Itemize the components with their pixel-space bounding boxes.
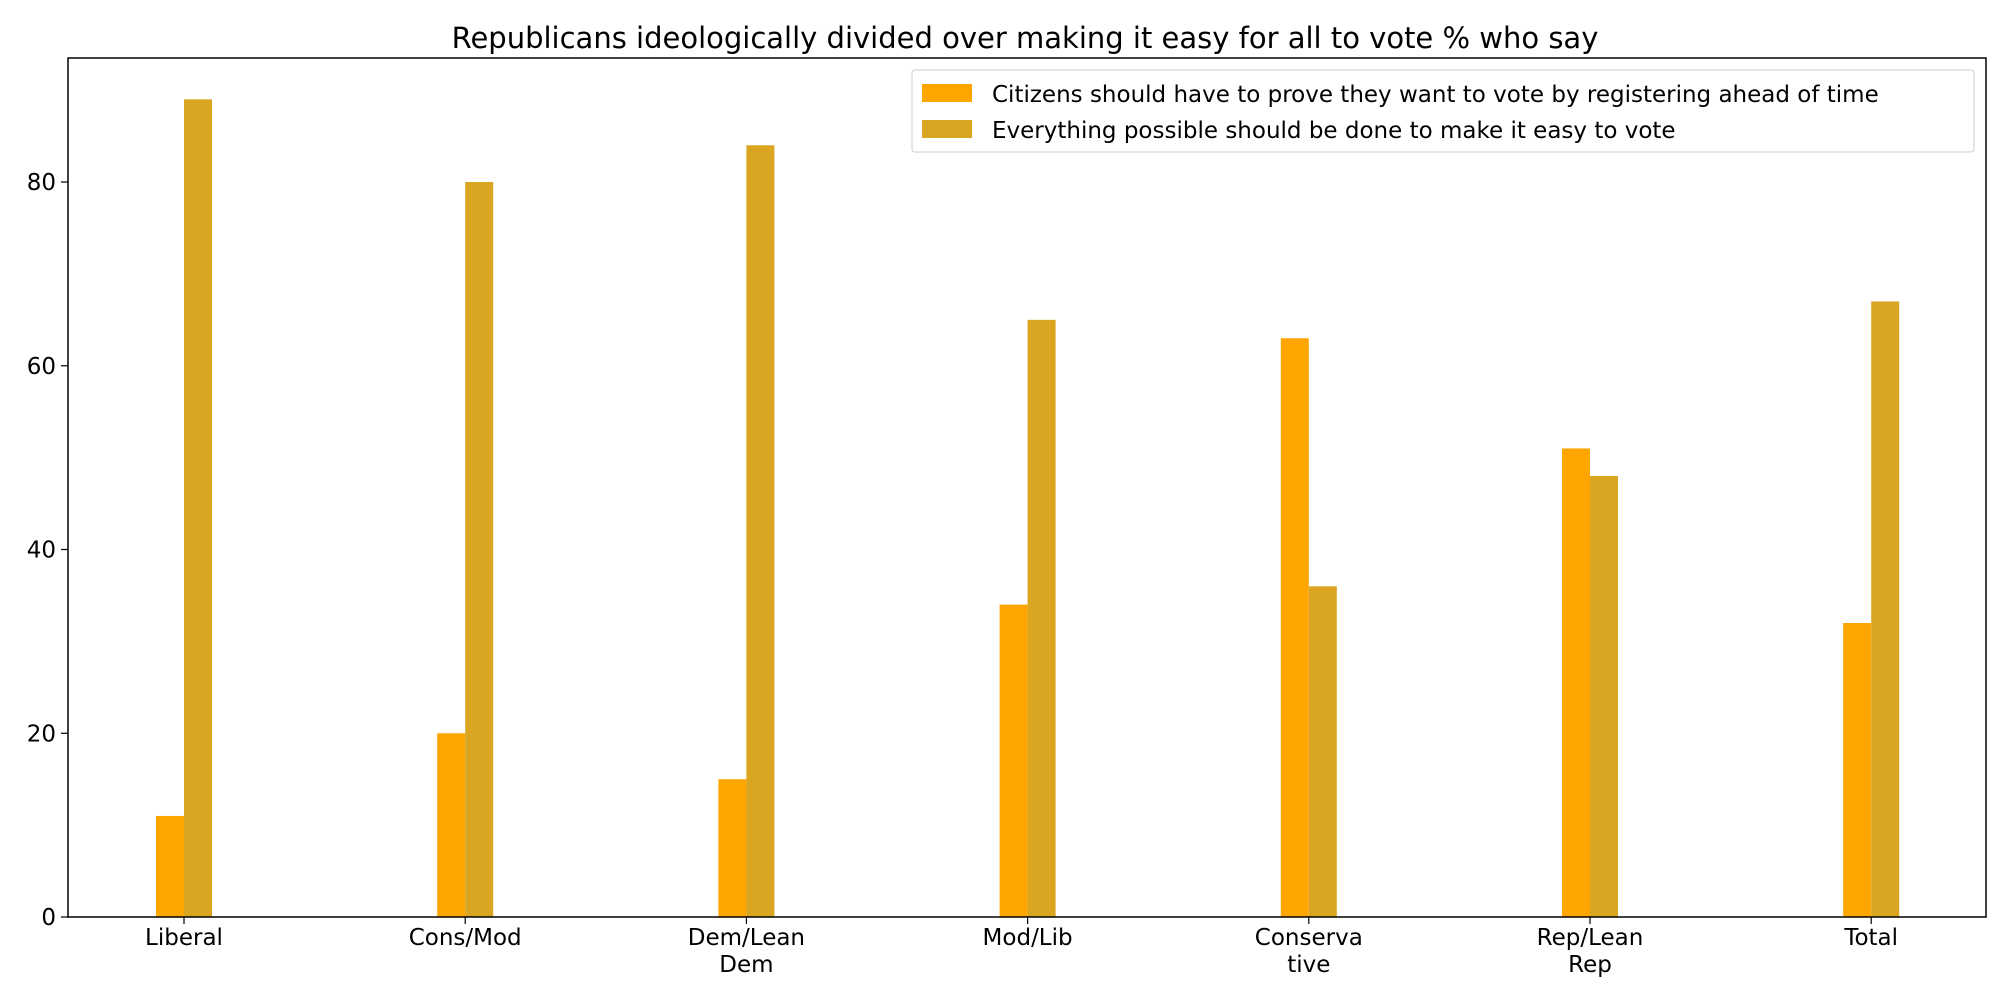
x-tick-label: Rep/Lean Rep — [1537, 925, 1644, 978]
x-axis-ticks: Liberal Cons/Mod Dem/Lean Dem Mod/Lib Conserv… — [145, 917, 1898, 978]
x-tick-label: Conserva tive — [1255, 925, 1363, 978]
bar-series-2-6 — [1871, 301, 1900, 917]
x-tick-label-line: Cons/Mod — [409, 925, 522, 951]
legend-swatch-2 — [922, 120, 972, 138]
x-tick-label-line: Total — [1843, 925, 1898, 951]
bars-group — [156, 99, 1900, 918]
x-tick-label: Cons/Mod — [409, 925, 522, 951]
bar-series-1-0 — [156, 815, 184, 917]
y-axis-ticks: 0 20 40 60 80 — [27, 170, 68, 931]
bar-series-1-2 — [718, 779, 747, 917]
x-tick-label-line: Dem/Lean — [688, 925, 805, 951]
bar-series-2-3 — [1027, 319, 1056, 917]
legend: Citizens should have to prove they want … — [911, 69, 1975, 153]
x-tick-label-line: Mod/Lib — [983, 925, 1073, 951]
x-tick-label-line: tive — [1287, 952, 1330, 978]
x-tick-label: Mod/Lib — [983, 925, 1073, 951]
x-tick-label: Liberal — [145, 925, 223, 951]
y-tick-label: 60 — [27, 354, 56, 380]
bar-series-2-5 — [1590, 476, 1618, 917]
y-tick-label: 0 — [41, 905, 56, 931]
x-tick-label-line: Conserva — [1255, 925, 1363, 951]
bar-series-1-4 — [1280, 338, 1309, 917]
bar-series-1-3 — [999, 604, 1028, 917]
legend-swatch-1 — [922, 84, 972, 102]
bar-series-1-6 — [1843, 623, 1872, 917]
legend-label-1: Citizens should have to prove they want … — [992, 82, 1879, 108]
y-tick-label: 80 — [27, 170, 56, 196]
y-tick-label: 40 — [27, 538, 56, 564]
legend-box — [911, 69, 1975, 153]
plot-frame — [67, 57, 1987, 918]
x-tick-label-line: Rep/Lean — [1537, 925, 1644, 951]
y-tick-label: 20 — [27, 721, 56, 747]
bar-series-1-5 — [1562, 448, 1590, 917]
bar-series-2-0 — [184, 99, 212, 918]
bar-series-2-1 — [465, 182, 494, 917]
x-tick-label-line: Rep — [1568, 952, 1612, 978]
x-tick-label: Total — [1843, 925, 1898, 951]
bar-series-1-1 — [437, 733, 466, 917]
chart-title: Republicans ideologically divided over m… — [452, 21, 1599, 55]
x-tick-label: Dem/Lean Dem — [688, 925, 805, 978]
legend-label-2: Everything possible should be done to ma… — [992, 118, 1676, 144]
bar-series-2-2 — [746, 145, 775, 917]
bar-series-2-4 — [1308, 586, 1337, 917]
x-tick-label-line: Dem — [719, 952, 773, 978]
x-tick-label-line: Liberal — [145, 925, 223, 951]
